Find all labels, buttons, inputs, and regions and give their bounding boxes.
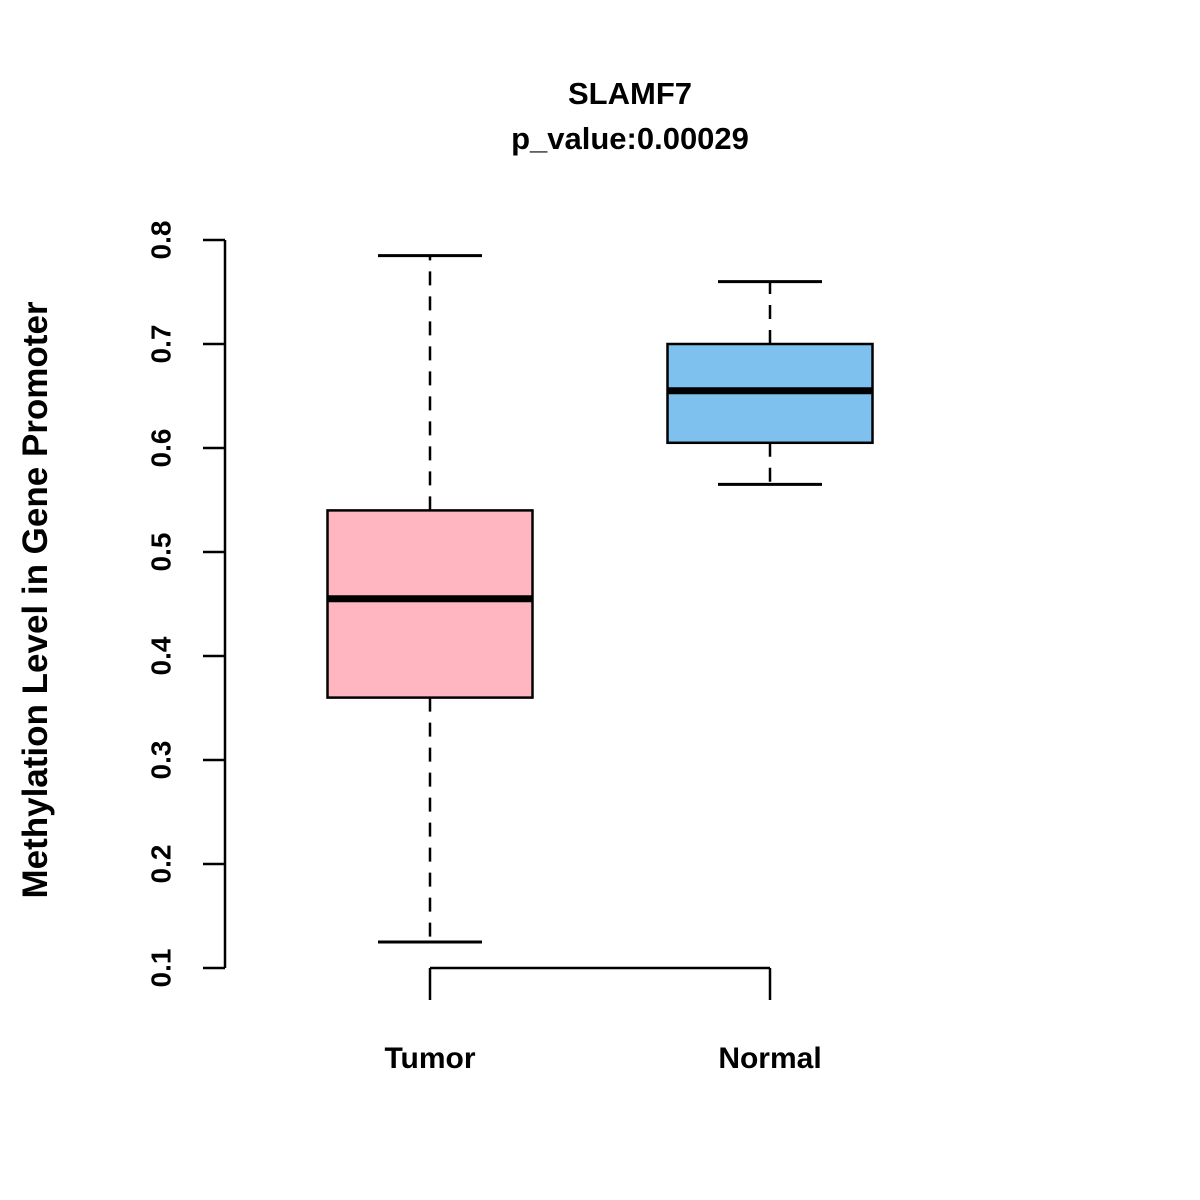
chart-pvalue-subtitle: p_value:0.00029 (511, 120, 749, 156)
x-category-label: Tumor (384, 1042, 475, 1075)
y-tick-label: 0.8 (145, 221, 176, 260)
box-tumor (326, 509, 534, 699)
y-tick-label: 0.3 (145, 741, 176, 780)
y-tick-label: 0.6 (145, 429, 176, 468)
x-category-label: Normal (718, 1042, 821, 1075)
chart-title-block: SLAMF7 p_value:0.00029 (60, 72, 1200, 162)
chart-title: SLAMF7 (568, 76, 692, 111)
y-tick-label: 0.4 (145, 636, 176, 675)
y-tick-label: 0.7 (145, 325, 176, 364)
y-tick-label: 0.2 (145, 845, 176, 884)
y-tick-label: 0.5 (145, 533, 176, 572)
y-tick-label: 0.1 (145, 949, 176, 988)
